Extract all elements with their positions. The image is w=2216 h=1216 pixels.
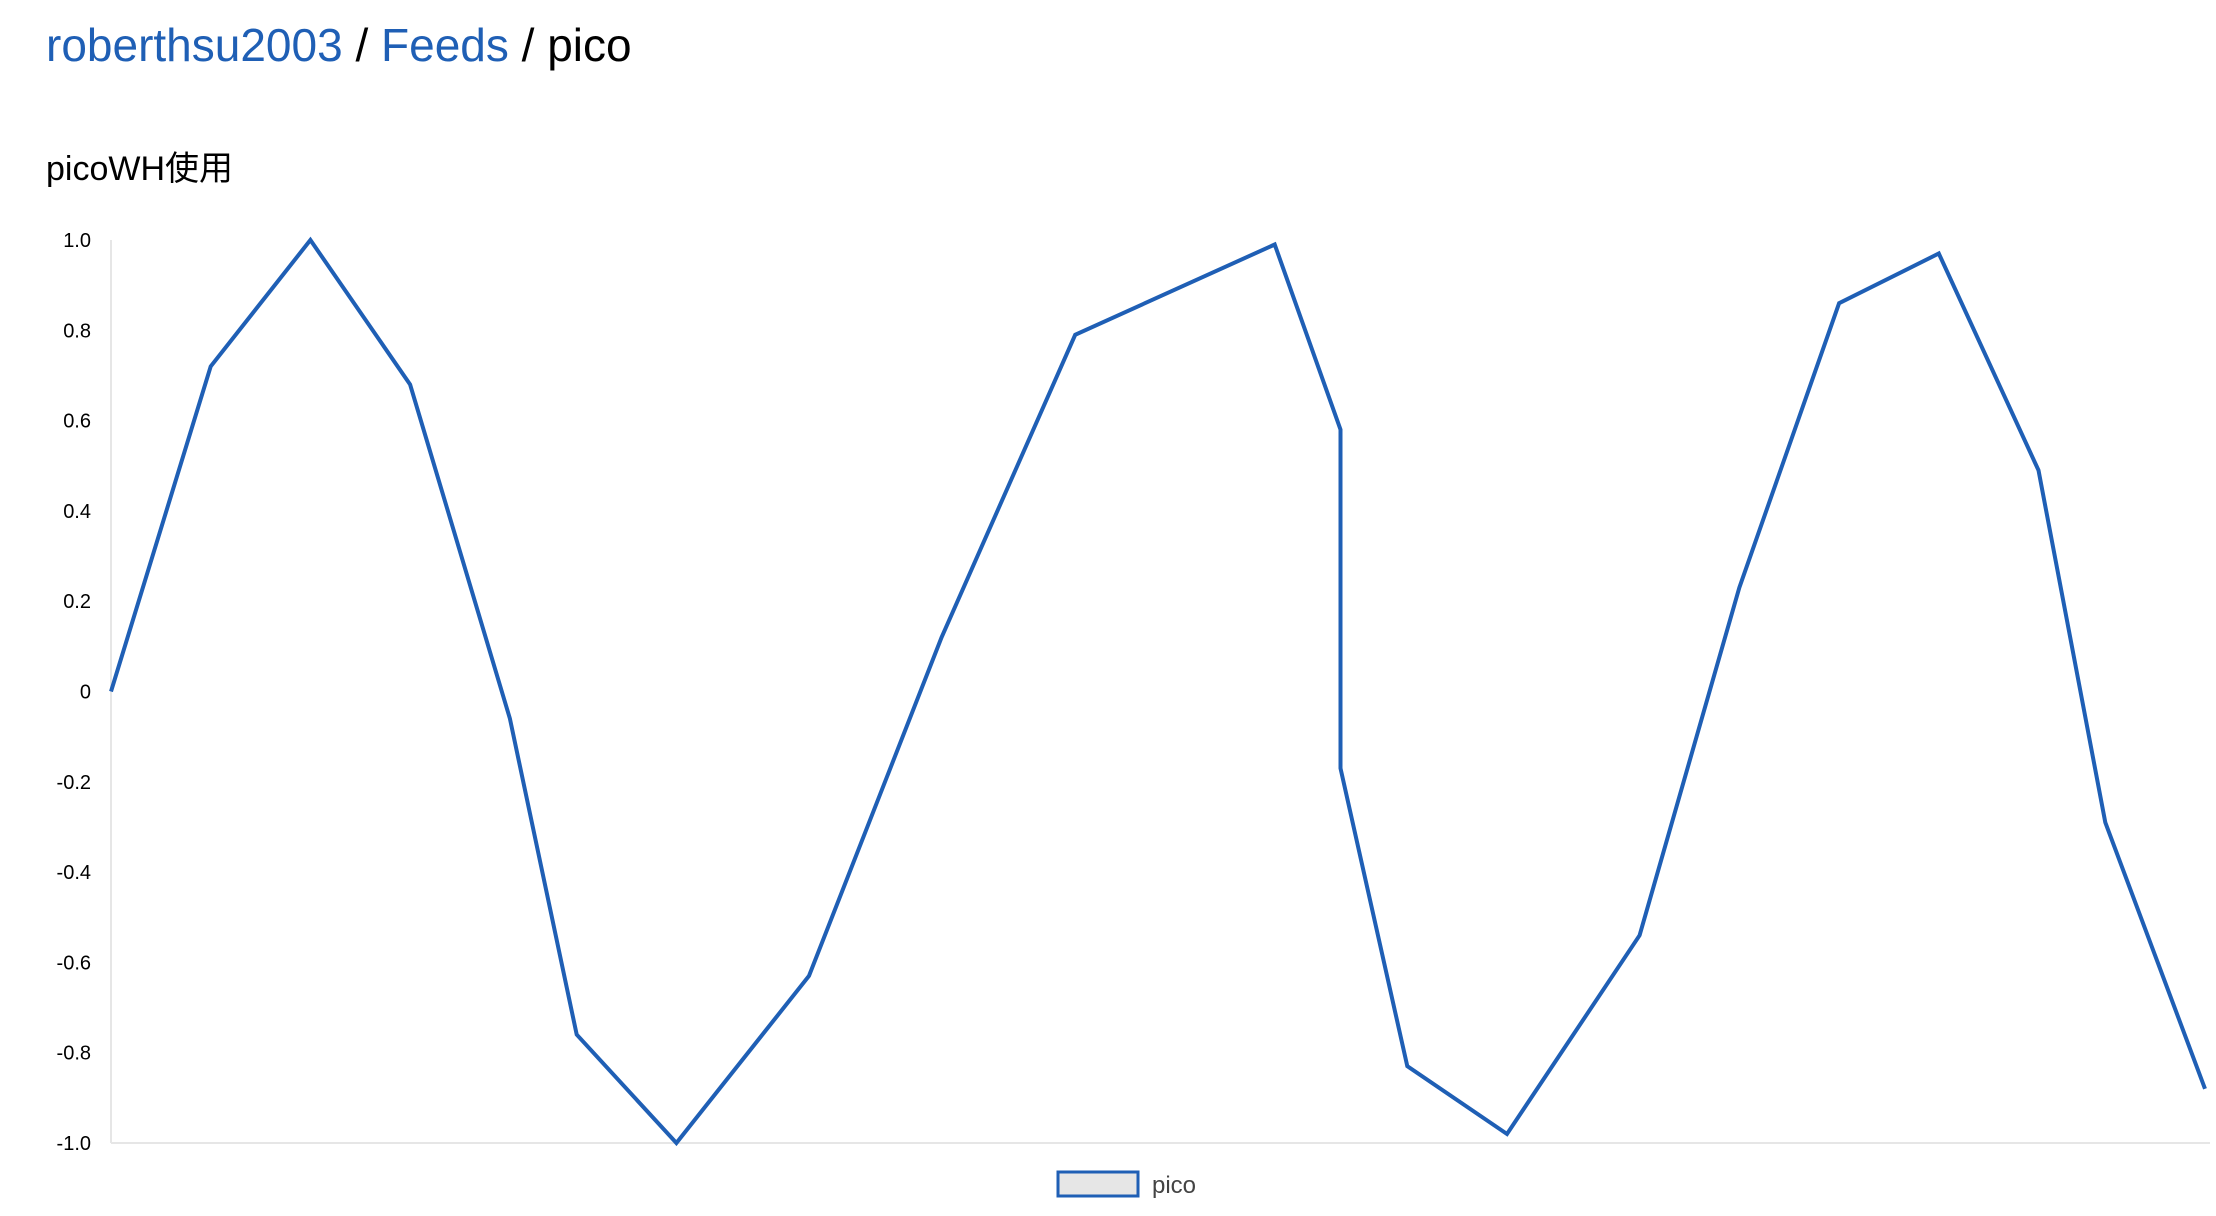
breadcrumb: roberthsu2003 / Feeds / pico: [46, 14, 632, 76]
legend-label: pico: [1152, 1172, 1196, 1199]
breadcrumb-separator: /: [355, 19, 369, 71]
breadcrumb-separator: /: [521, 19, 535, 71]
y-tick-label: -0.2: [57, 772, 91, 794]
y-tick-label: 1.0: [63, 230, 91, 252]
y-tick-label: 0.8: [63, 320, 91, 342]
y-tick-label: -0.4: [57, 862, 91, 884]
breadcrumb-feeds-link[interactable]: Feeds: [381, 19, 509, 71]
y-tick-label: 0.4: [63, 501, 91, 523]
y-tick-label: 0.2: [63, 591, 91, 613]
y-tick-label: -1.0: [57, 1133, 91, 1155]
y-tick-label: -0.6: [57, 952, 91, 974]
breadcrumb-user-link[interactable]: roberthsu2003: [46, 19, 343, 71]
y-tick-label: 0: [80, 682, 91, 704]
breadcrumb-current: pico: [547, 19, 632, 71]
series-line-pico: [109, 236, 2207, 1147]
y-tick-label: -0.8: [57, 1043, 91, 1065]
chart-title: picoWH使用: [46, 150, 234, 188]
y-tick-label: 0.6: [63, 411, 91, 433]
legend-swatch: [1056, 1170, 1140, 1198]
